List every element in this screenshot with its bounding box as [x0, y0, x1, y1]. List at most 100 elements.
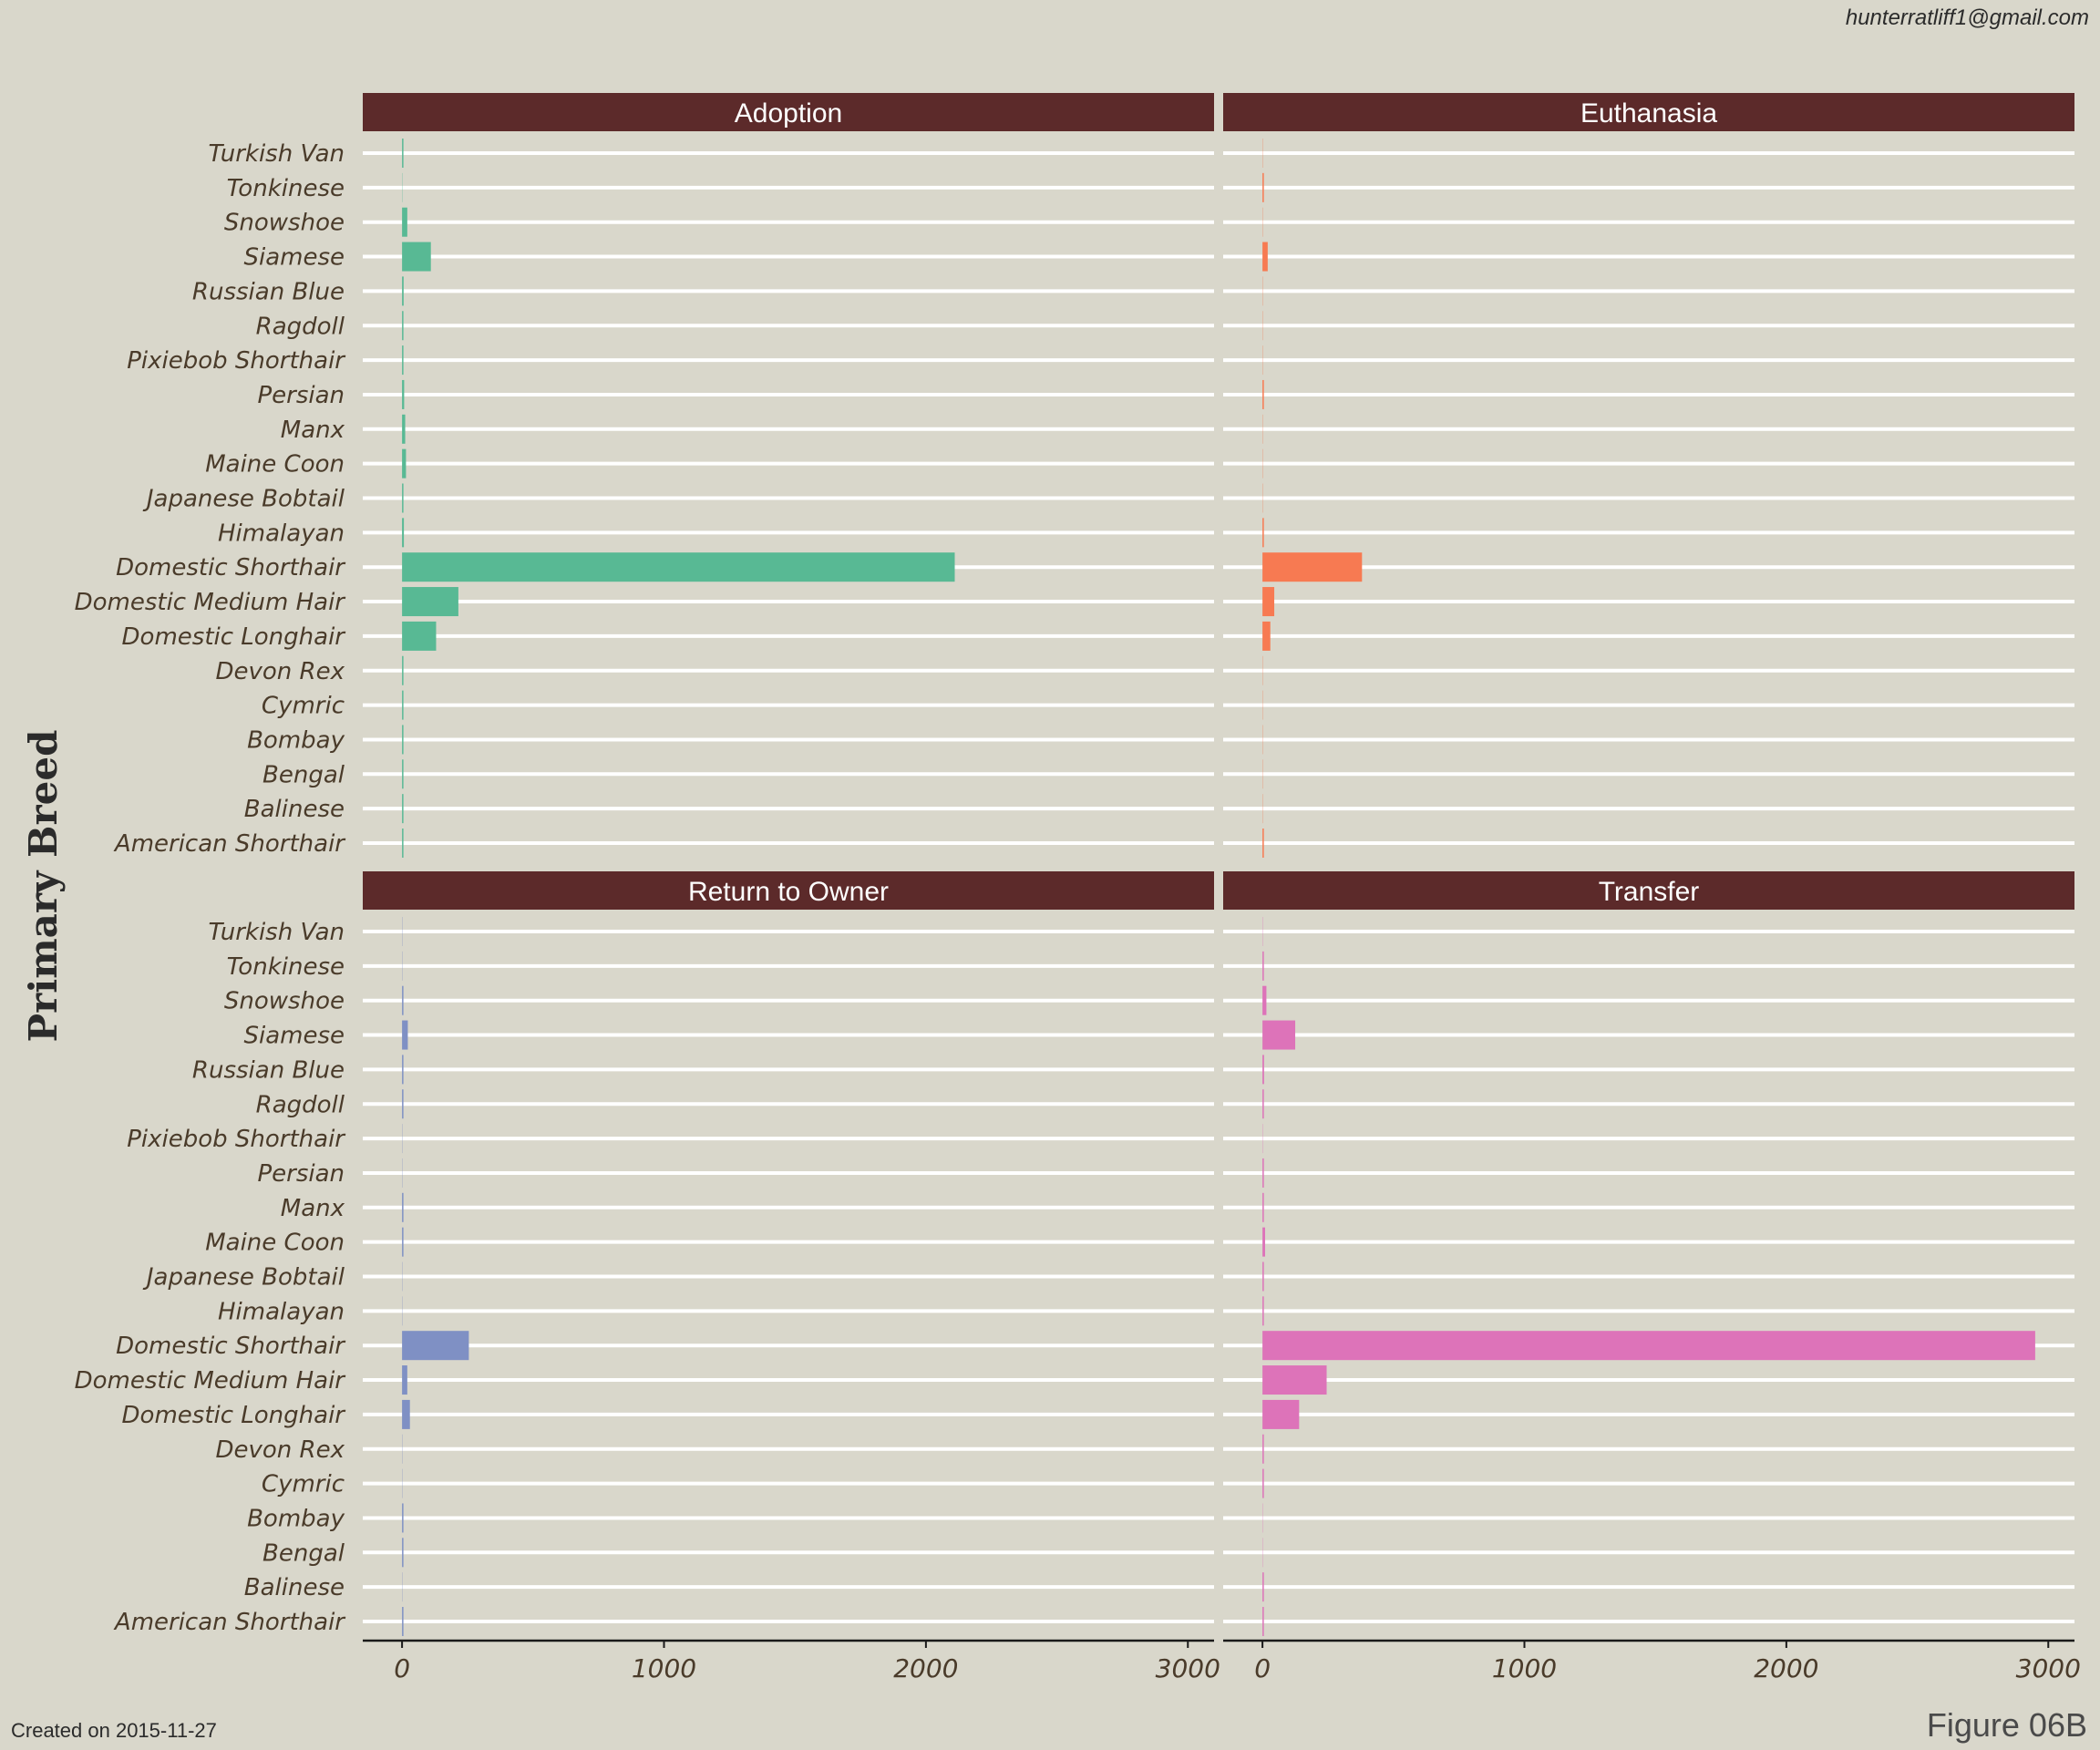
bar-transfer-bombay — [1262, 1503, 1263, 1533]
bar-euthanasia-tonkinese — [1262, 172, 1264, 202]
bar-euthanasia-domestic-shorthair — [1262, 552, 1363, 582]
bar-adoption-domestic-medium-hair — [402, 587, 458, 617]
bar-return-to-owner-snowshoe — [402, 985, 404, 1015]
facet-title-euthanasia: Euthanasia — [1580, 98, 1717, 129]
bar-return-to-owner-devon-rex — [402, 1434, 403, 1464]
y-tick-label: Balinese — [244, 796, 345, 823]
bar-transfer-domestic-longhair — [1262, 1399, 1300, 1429]
y-tick-label: Turkish Van — [208, 140, 345, 168]
y-tick-label: Himalayan — [218, 1298, 345, 1325]
bar-return-to-owner-bombay — [402, 1503, 404, 1533]
y-tick-label: Maine Coon — [205, 451, 345, 479]
bar-transfer-pixiebob-shorthair — [1262, 1124, 1263, 1154]
bar-return-to-owner-russian-blue — [402, 1055, 404, 1085]
bar-adoption-bombay — [402, 725, 404, 755]
x-tick-label: 0 — [1254, 1653, 1271, 1683]
bar-return-to-owner-japanese-bobtail — [402, 1261, 403, 1292]
facet-strip-adoption — [363, 93, 1214, 131]
bar-return-to-owner-domestic-medium-hair — [402, 1365, 407, 1395]
bar-adoption-russian-blue — [402, 276, 404, 306]
x-tick-label: 1000 — [1492, 1653, 1557, 1683]
y-tick-label: Bengal — [262, 761, 345, 788]
bar-euthanasia-domestic-longhair — [1262, 621, 1271, 651]
created-date: Created on 2015-11-27 — [11, 1719, 217, 1742]
bar-euthanasia-cymric — [1262, 690, 1263, 720]
bar-euthanasia-siamese — [1262, 242, 1268, 272]
facet-strip-euthanasia — [1223, 93, 2074, 131]
y-tick-label: Snowshoe — [224, 210, 345, 237]
y-tick-label: Japanese Bobtail — [142, 1264, 345, 1292]
bar-transfer-bengal — [1262, 1538, 1263, 1568]
figure-label: Figure 06B — [1926, 1706, 2087, 1744]
bar-transfer-russian-blue — [1262, 1055, 1264, 1085]
x-tick-label: 2000 — [893, 1653, 958, 1683]
bar-return-to-owner-cymric — [402, 1468, 403, 1498]
bar-euthanasia-bengal — [1262, 759, 1263, 789]
bar-adoption-bengal — [402, 759, 404, 789]
bar-euthanasia-domestic-medium-hair — [1262, 587, 1275, 617]
y-tick-label: Bombay — [247, 1505, 345, 1532]
bar-return-to-owner-manx — [402, 1192, 404, 1222]
bar-euthanasia-snowshoe — [1262, 207, 1263, 237]
y-tick-label: Domestic Shorthair — [116, 554, 346, 582]
bar-euthanasia-japanese-bobtail — [1262, 483, 1263, 513]
x-tick-label: 3000 — [1156, 1653, 1220, 1683]
y-tick-label: Persian — [257, 1160, 345, 1188]
y-tick-label: Domestic Longhair — [122, 623, 347, 651]
author-email: hunterratliff1@gmail.com — [1845, 5, 2089, 30]
bar-adoption-american-shorthair — [402, 829, 404, 858]
bar-transfer-turkish-van — [1262, 917, 1263, 946]
y-tick-label: Devon Rex — [215, 1436, 345, 1464]
y-tick-label: Domestic Medium Hair — [75, 589, 347, 616]
x-tick-label: 3000 — [2016, 1653, 2081, 1683]
bar-return-to-owner-american-shorthair — [402, 1607, 404, 1636]
bar-return-to-owner-pixiebob-shorthair — [402, 1124, 403, 1154]
bar-return-to-owner-maine-coon — [402, 1227, 404, 1257]
y-tick-label: Pixiebob Shorthair — [127, 1126, 346, 1153]
bar-adoption-devon-rex — [402, 655, 404, 685]
bar-adoption-ragdoll — [402, 311, 404, 341]
bar-adoption-domestic-shorthair — [402, 552, 955, 582]
bar-adoption-domestic-longhair — [402, 621, 437, 651]
y-tick-label: Manx — [281, 1195, 345, 1222]
bar-transfer-persian — [1262, 1158, 1264, 1188]
bar-adoption-tonkinese — [402, 172, 403, 202]
bar-transfer-ragdoll — [1262, 1089, 1264, 1119]
y-axis-title: Primary Breed — [21, 730, 66, 1043]
y-tick-label: Ragdoll — [256, 313, 345, 340]
bar-euthanasia-balinese — [1262, 794, 1263, 824]
y-tick-label: Domestic Shorthair — [116, 1333, 346, 1360]
bar-return-to-owner-balinese — [402, 1572, 403, 1602]
y-tick-label: Turkish Van — [208, 919, 345, 946]
bar-euthanasia-bombay — [1262, 725, 1263, 755]
bar-return-to-owner-turkish-van — [402, 917, 403, 946]
bar-adoption-snowshoe — [402, 207, 407, 237]
bar-return-to-owner-siamese — [402, 1020, 408, 1050]
bar-return-to-owner-bengal — [402, 1538, 404, 1568]
bar-transfer-snowshoe — [1262, 985, 1267, 1015]
facet-title-transfer: Transfer — [1599, 877, 1700, 907]
bar-return-to-owner-tonkinese — [402, 951, 403, 981]
bar-adoption-manx — [402, 414, 406, 444]
bar-transfer-balinese — [1262, 1572, 1264, 1602]
bar-euthanasia-ragdoll — [1262, 311, 1263, 341]
bar-adoption-maine-coon — [402, 448, 407, 479]
y-tick-label: Pixiebob Shorthair — [127, 347, 346, 375]
bar-transfer-siamese — [1262, 1020, 1296, 1050]
y-tick-label: Cymric — [262, 693, 345, 720]
y-tick-label: Tonkinese — [227, 175, 345, 202]
y-tick-label: Japanese Bobtail — [142, 486, 345, 513]
y-tick-label: Russian Blue — [192, 1056, 345, 1084]
facet-strip-return-to-owner — [363, 871, 1214, 910]
bar-adoption-turkish-van — [402, 139, 404, 168]
bar-euthanasia-turkish-van — [1262, 139, 1263, 168]
y-tick-label: American Shorthair — [113, 830, 346, 858]
bar-euthanasia-himalayan — [1262, 518, 1264, 548]
x-tick-label: 1000 — [632, 1653, 696, 1683]
y-tick-label: Bengal — [262, 1539, 345, 1567]
bar-euthanasia-manx — [1262, 414, 1263, 444]
y-tick-label: Siamese — [243, 1023, 345, 1050]
y-tick-label: Manx — [281, 417, 345, 444]
y-tick-label: Devon Rex — [215, 658, 345, 685]
